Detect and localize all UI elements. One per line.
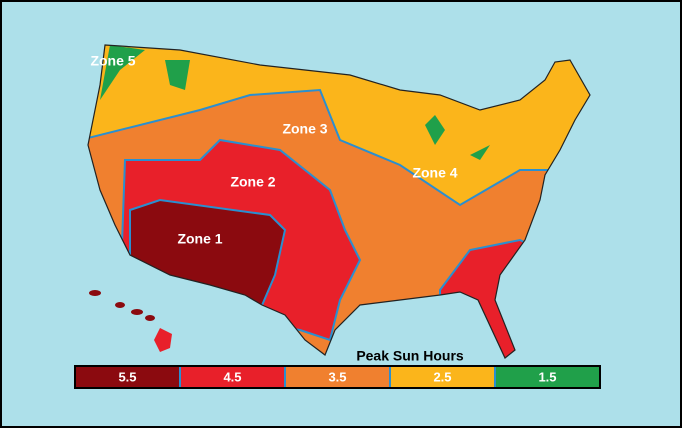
zone-label: Zone 5: [90, 53, 135, 69]
legend-swatch: [75, 366, 180, 388]
legend: 5.5 4.5 3.5 2.5 1.5: [74, 365, 601, 389]
legend-swatch: [495, 366, 600, 388]
zone-label: Zone 1: [177, 231, 222, 247]
zone-5-area: [100, 45, 145, 100]
legend-label: 1.5: [538, 369, 556, 384]
legend-label: 5.5: [118, 369, 136, 384]
us-outline: [87, 44, 591, 359]
legend-swatch: [390, 366, 495, 388]
zone-5-area: [470, 145, 490, 160]
legend-swatch: [285, 366, 390, 388]
zone-label: Zone 4: [412, 165, 457, 181]
legend-title: Peak Sun Hours: [356, 348, 464, 364]
zone-5-area: [425, 115, 445, 145]
hawaii: [89, 290, 172, 352]
legend-label: 4.5: [223, 369, 241, 384]
legend-swatch: [180, 366, 285, 388]
legend-label: 2.5: [433, 369, 451, 384]
legend-border: [74, 365, 601, 389]
zone-5-area: [165, 60, 190, 90]
zone-label: Zone 2: [230, 174, 275, 190]
zone-label: Zone 3: [282, 121, 327, 137]
legend-label: 3.5: [328, 369, 346, 384]
